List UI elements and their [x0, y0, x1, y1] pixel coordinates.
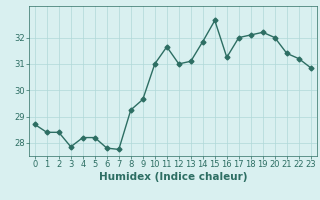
X-axis label: Humidex (Indice chaleur): Humidex (Indice chaleur)	[99, 172, 247, 182]
